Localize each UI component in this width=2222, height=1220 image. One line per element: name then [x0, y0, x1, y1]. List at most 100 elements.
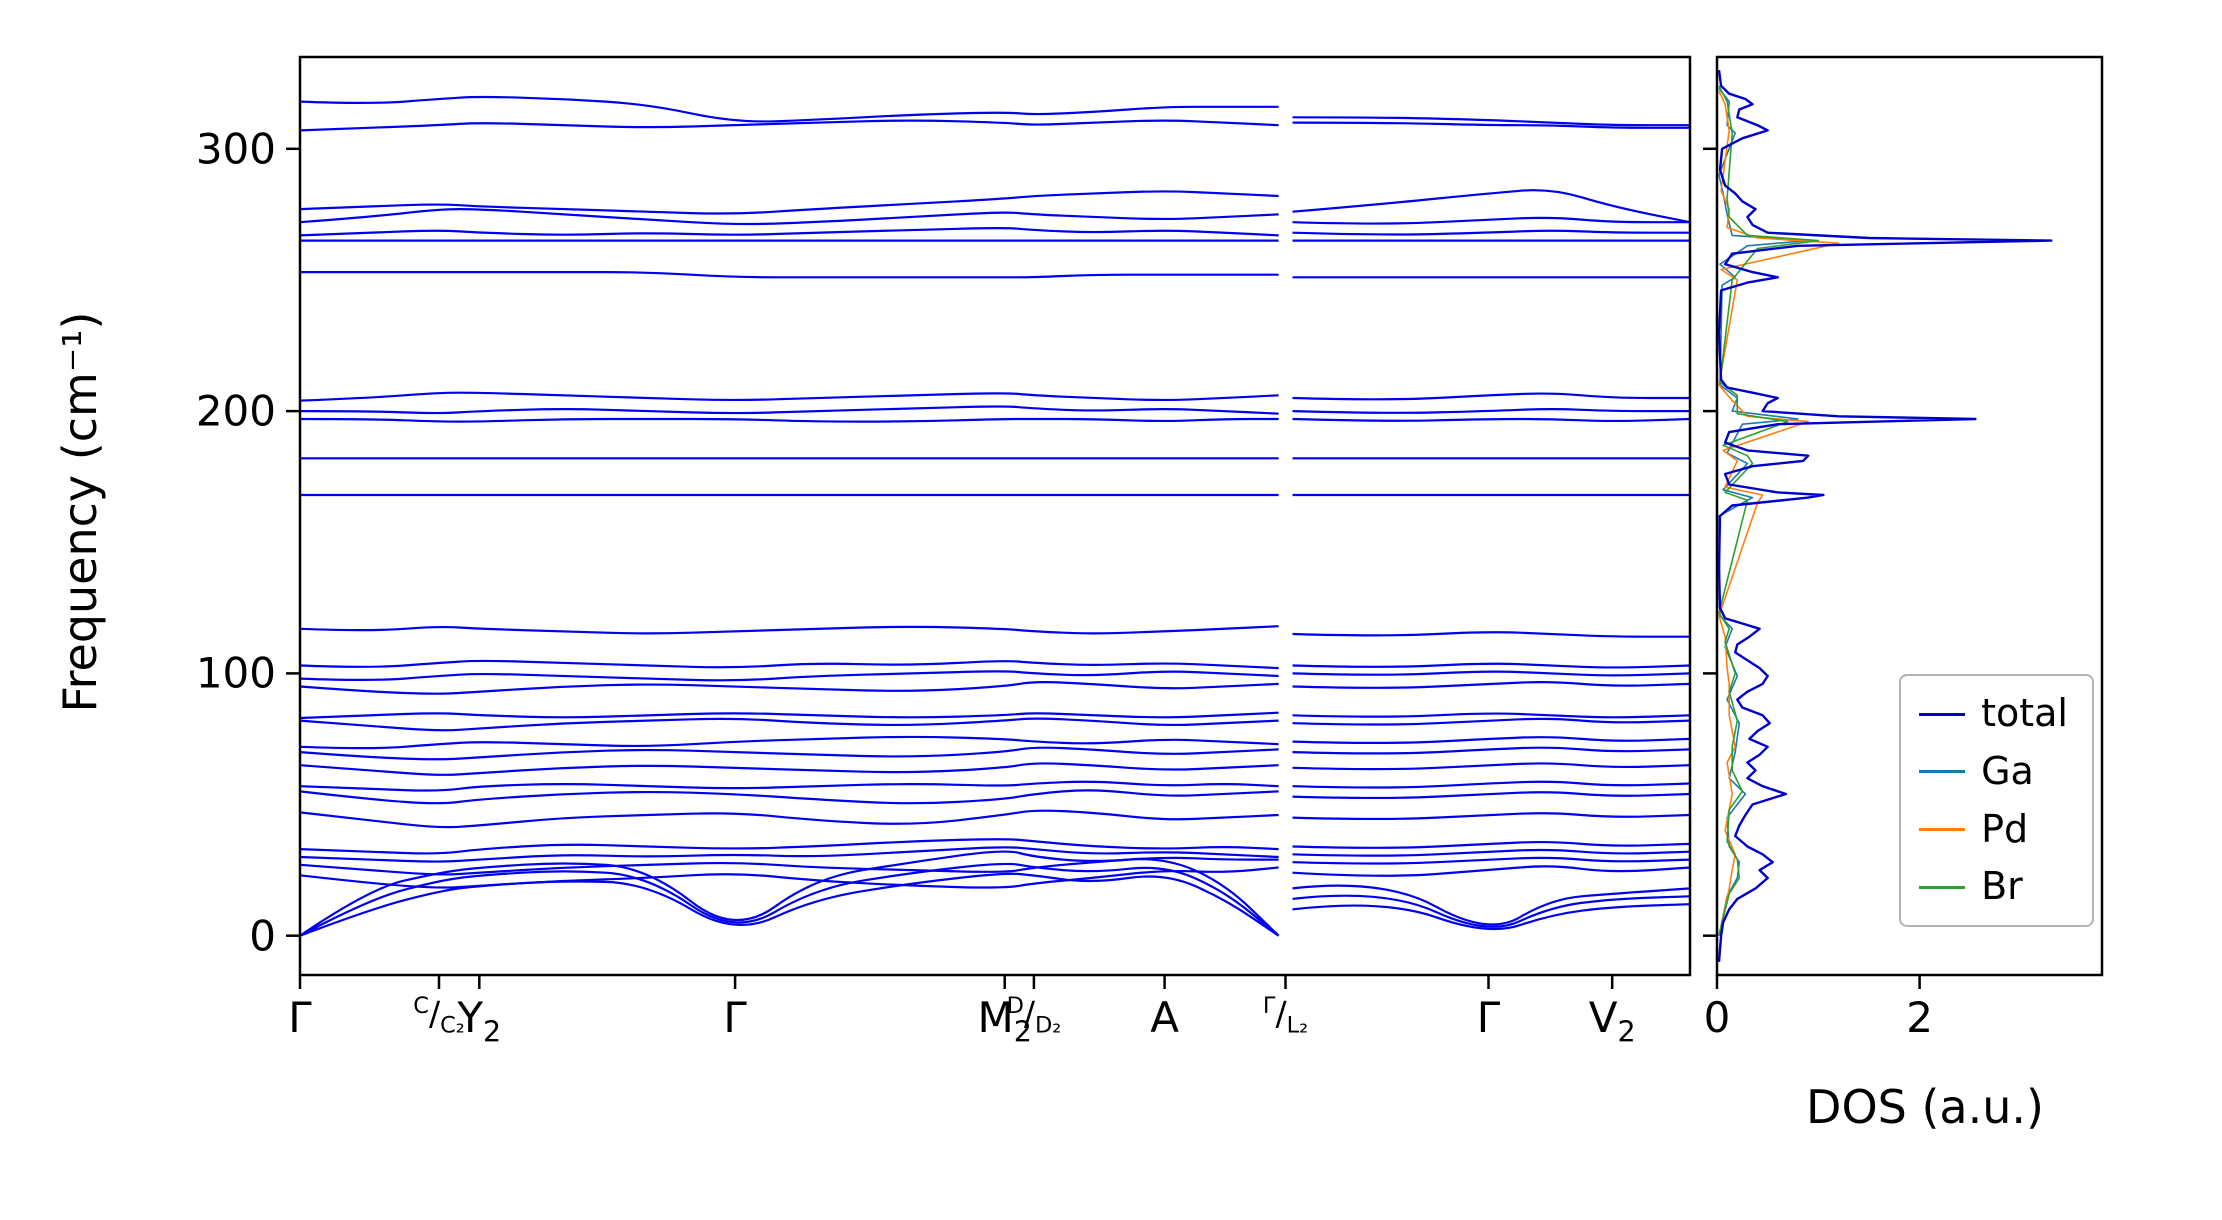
- legend-entry-br: Br: [1919, 865, 2068, 909]
- band-line: [299, 659, 1279, 670]
- kpath-tick-label: C/C₂: [413, 993, 465, 1039]
- band-line: [299, 95, 1279, 123]
- band-line: [1292, 746, 1691, 755]
- band-line: [299, 872, 1280, 937]
- band-line: [299, 208, 1279, 226]
- dos-x-axis-label: DOS (a.u.): [1806, 1080, 2044, 1134]
- kpath-tick-label: Γ: [723, 993, 747, 1042]
- band-line: [1292, 736, 1691, 744]
- band-line: [299, 850, 1280, 937]
- phonon-bands: [299, 95, 1691, 937]
- band-structure-panel: [286, 55, 1692, 989]
- band-line: [299, 862, 1280, 937]
- band-line: [1292, 229, 1690, 236]
- legend-label-total: total: [1981, 691, 2068, 736]
- band-line: [299, 625, 1279, 635]
- band-line: [299, 789, 1279, 805]
- dos-tick-label: 0: [1703, 993, 1731, 1042]
- band-line: [299, 846, 1279, 863]
- band-axes-frame: [298, 55, 1692, 977]
- kpath-tick-label: Γ/L₂: [1262, 993, 1309, 1039]
- band-line: [1292, 903, 1691, 931]
- band-line: [1292, 780, 1691, 789]
- legend-entry-total: total: [1919, 692, 2068, 736]
- dos-legend: total Ga Pd Br: [1899, 674, 2094, 927]
- band-line: [299, 417, 1279, 423]
- band-line: [299, 670, 1279, 682]
- band-structure-svg: [286, 55, 1692, 989]
- band-line: [1292, 216, 1690, 225]
- band-line: [1292, 884, 1691, 926]
- band-line: [299, 391, 1279, 402]
- legend-label-ga: Ga: [1981, 748, 2034, 793]
- band-line: [1292, 116, 1690, 127]
- band-line: [1292, 670, 1691, 677]
- band-line: [1292, 717, 1691, 726]
- band-line: [1292, 848, 1691, 857]
- kpath-tick-label: M2: [977, 993, 1032, 1049]
- band-line: [1292, 856, 1691, 865]
- kpath-tick-label: Y2: [457, 993, 502, 1049]
- kpath-tick-label: D/D₂: [1006, 993, 1062, 1039]
- band-line: [1292, 662, 1691, 669]
- band-line: [299, 190, 1279, 215]
- band-line: [299, 762, 1279, 776]
- dos-curve-Ga: [1718, 88, 1809, 936]
- band-line: [1292, 894, 1691, 928]
- legend-entry-ga: Ga: [1919, 748, 2068, 794]
- y-tick-label: 0: [249, 911, 276, 961]
- dos-curve-total: [1717, 69, 2053, 962]
- band-line: [299, 405, 1279, 415]
- dos-panel: total Ga Pd Br: [1703, 55, 2104, 989]
- band-line: [299, 866, 1279, 889]
- band-line: [299, 746, 1279, 761]
- band-line: [299, 119, 1279, 132]
- legend-line-total-icon: [1919, 712, 1966, 716]
- legend-entry-pd: Pd: [1919, 806, 2068, 852]
- band-line: [299, 681, 1279, 695]
- band-line: [1292, 791, 1691, 800]
- legend-line-pd-icon: [1919, 827, 1966, 831]
- band-line: [1292, 189, 1691, 224]
- dos-tick-marks: [1703, 147, 1921, 989]
- legend-label-br: Br: [1981, 864, 2023, 909]
- band-line: [1292, 121, 1690, 129]
- band-line: [1292, 712, 1691, 719]
- legend-line-br-icon: [1919, 885, 1966, 889]
- band-tick-marks: [286, 147, 1614, 989]
- band-line: [1292, 631, 1690, 638]
- band-line: [1292, 392, 1690, 401]
- band-line: [1292, 812, 1691, 821]
- band-line: [299, 227, 1279, 237]
- legend-line-ga-icon: [1919, 770, 1966, 774]
- dos-tick-label: 2: [1906, 993, 1933, 1042]
- y-tick-label: 300: [195, 124, 276, 174]
- kpath-tick-label: Γ: [288, 993, 312, 1042]
- band-line: [1292, 865, 1691, 877]
- band-line: [1292, 408, 1690, 414]
- dos-curves: [1717, 69, 2053, 962]
- band-line: [1292, 681, 1691, 689]
- y-axis-label: Frequency (cm⁻¹): [53, 311, 107, 713]
- kpath-tick-label: Γ: [1476, 993, 1501, 1042]
- band-line: [300, 270, 1279, 279]
- y-tick-label: 200: [195, 386, 276, 436]
- legend-label-pd: Pd: [1981, 806, 2029, 851]
- dos-curve-Pd: [1718, 90, 1840, 936]
- dos-curve-Br: [1718, 85, 1820, 936]
- band-line: [299, 809, 1279, 829]
- band-line: [299, 711, 1279, 720]
- band-line: [1292, 417, 1691, 423]
- band-line: [1292, 762, 1691, 771]
- band-line: [299, 838, 1279, 855]
- band-line: [1292, 840, 1691, 849]
- band-line: [299, 717, 1279, 732]
- band-line: [299, 735, 1279, 750]
- kpath-tick-label: A: [1150, 993, 1179, 1042]
- band-line: [299, 856, 1279, 876]
- dos-svg: [1703, 55, 2104, 989]
- kpath-tick-label: V2: [1588, 993, 1636, 1049]
- y-tick-label: 100: [195, 648, 276, 698]
- dos-axes-frame: [1715, 55, 2104, 977]
